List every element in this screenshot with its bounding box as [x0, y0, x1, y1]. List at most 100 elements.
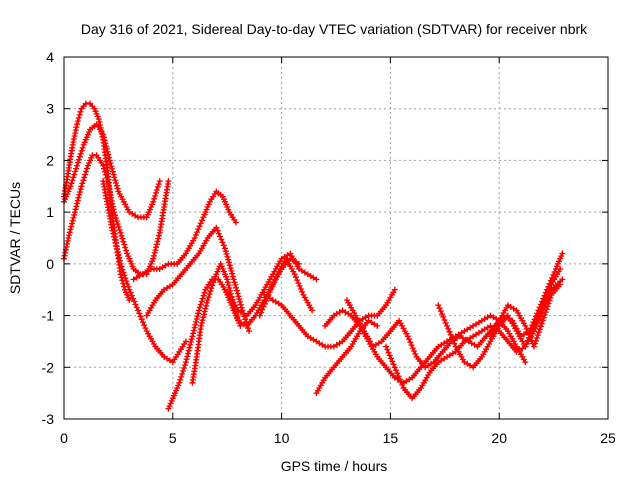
data-point	[206, 291, 213, 298]
data-point	[547, 284, 554, 291]
data-point	[441, 317, 448, 323]
data-point	[538, 320, 545, 327]
series-track-2	[61, 121, 163, 221]
data-point	[224, 279, 231, 286]
data-point	[181, 365, 187, 371]
data-point	[542, 309, 549, 316]
data-point	[68, 180, 75, 187]
data-point	[142, 325, 149, 332]
data-point	[109, 168, 116, 175]
data-point	[152, 247, 159, 254]
data-point	[229, 270, 236, 277]
series-track-12	[313, 317, 381, 397]
series-track-17	[487, 281, 564, 350]
data-point	[72, 168, 79, 175]
data-point	[68, 223, 75, 230]
data-point	[199, 295, 206, 302]
data-point	[116, 226, 123, 233]
data-point	[547, 294, 554, 301]
data-point	[189, 333, 196, 340]
data-point	[539, 302, 546, 309]
data-point	[269, 283, 276, 289]
data-point	[398, 379, 404, 386]
y-tick-labels: -3 -2 -1 0 1 2 3 4	[42, 49, 55, 427]
data-point	[108, 224, 115, 231]
data-point	[292, 274, 299, 281]
data-point	[181, 362, 188, 369]
x-tick-label: 0	[60, 430, 68, 446]
data-point	[540, 314, 547, 321]
data-point	[140, 319, 146, 326]
data-point	[102, 140, 109, 147]
data-point	[531, 343, 537, 350]
data-point	[409, 345, 416, 352]
data-point	[74, 121, 81, 128]
data-point	[541, 299, 547, 306]
data-point	[217, 233, 224, 240]
data-point	[203, 299, 210, 306]
data-point	[112, 212, 118, 219]
data-point	[112, 177, 119, 184]
data-point	[196, 304, 203, 311]
data-point	[74, 197, 81, 204]
data-point	[260, 303, 267, 310]
data-point	[435, 302, 442, 309]
data-point	[197, 301, 204, 308]
data-point	[396, 376, 403, 383]
data-point	[545, 287, 552, 294]
data-point	[545, 300, 552, 307]
y-tick-label: 1	[46, 204, 54, 220]
data-point	[108, 163, 115, 170]
y-tick-label: 2	[46, 152, 54, 168]
data-point	[105, 151, 112, 158]
data-point	[81, 174, 88, 181]
data-point	[232, 219, 239, 226]
data-point	[183, 356, 190, 363]
data-point	[76, 111, 83, 118]
data-point	[399, 382, 406, 388]
data-point	[201, 311, 207, 318]
data-point	[313, 276, 320, 283]
data-point	[386, 352, 393, 359]
data-point	[536, 326, 543, 333]
series-track-8	[189, 260, 244, 386]
data-point	[136, 310, 143, 317]
data-point	[526, 331, 532, 338]
data-point	[135, 307, 141, 314]
data-point	[154, 184, 161, 190]
data-point	[184, 353, 191, 360]
data-point	[73, 124, 80, 131]
data-point	[151, 195, 158, 202]
series-track-6	[143, 224, 252, 335]
data-point	[450, 337, 457, 344]
data-point	[407, 339, 414, 346]
data-point	[207, 288, 214, 295]
data-point	[200, 314, 207, 321]
data-point	[408, 342, 415, 349]
data-point	[152, 192, 159, 199]
data-point	[297, 286, 304, 292]
data-point	[197, 220, 204, 227]
data-point	[186, 344, 193, 351]
data-point	[263, 297, 270, 304]
data-point	[119, 235, 126, 242]
data-point	[77, 150, 84, 157]
data-point	[138, 316, 145, 323]
data-point	[177, 376, 184, 383]
data-point	[198, 320, 205, 326]
data-point	[71, 212, 78, 218]
data-point	[109, 227, 116, 234]
data-point	[199, 217, 205, 224]
data-point	[199, 317, 206, 324]
data-point	[62, 249, 69, 256]
data-point	[66, 229, 73, 236]
data-point	[227, 287, 234, 294]
x-tick-labels: 0 5 10 15 20 25	[60, 430, 616, 446]
data-tracks	[61, 100, 566, 412]
data-point	[65, 235, 72, 241]
y-tick-label: -2	[42, 359, 55, 375]
data-point	[374, 322, 381, 329]
data-point	[74, 118, 81, 125]
data-point	[101, 137, 108, 144]
data-point	[77, 108, 84, 115]
